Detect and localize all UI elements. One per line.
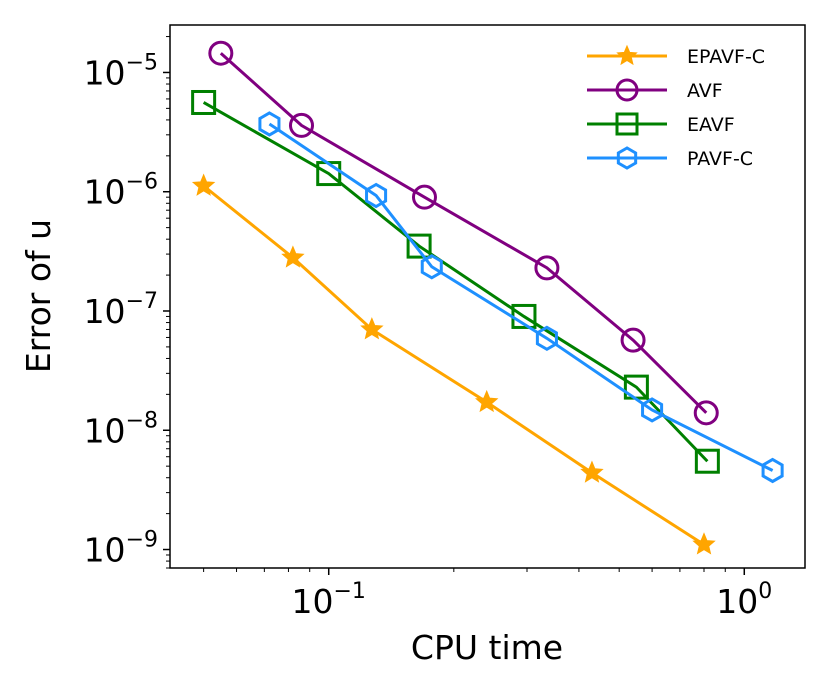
y-axis-title: Error of u: [19, 219, 58, 373]
y-tick-label: 10−5: [84, 50, 158, 92]
series-line-pavf-c: [268, 122, 774, 472]
legend: EPAVF-C AVF EAVF PAVF-C: [587, 44, 765, 170]
y-tick-label-base: 10: [84, 53, 126, 92]
legend-marker-pavf-c: [616, 146, 638, 170]
data-point-eavf: [694, 448, 720, 474]
x-axis-title: CPU time: [411, 628, 563, 667]
data-point-pavf-c: [535, 325, 558, 352]
legend-item-epavf-c: EPAVF-C: [587, 44, 765, 68]
y-tick-label-exponent: −7: [126, 289, 158, 314]
legend-item-pavf-c: PAVF-C: [587, 146, 753, 170]
data-point-avf: [534, 255, 560, 281]
y-tick-label: 10−6: [84, 170, 158, 212]
data-point-pavf-c: [641, 397, 664, 423]
x-tick-label: 100: [716, 579, 772, 621]
legend-item-eavf: EAVF: [587, 112, 735, 136]
series-avf: [208, 40, 719, 426]
y-tick-label-exponent: −9: [126, 528, 158, 553]
legend-marker-eavf: [615, 112, 639, 136]
series-pavf-c: [258, 111, 784, 484]
y-tick-label-exponent: −5: [126, 50, 158, 75]
data-point-epavf-c: [281, 245, 305, 268]
data-point-pavf-c: [420, 254, 443, 280]
legend-label-eavf: EAVF: [687, 114, 735, 136]
series-layer: [191, 40, 784, 555]
y-tick-label-base: 10: [84, 173, 126, 212]
y-tick-label-exponent: −8: [126, 408, 158, 433]
data-point-avf: [693, 400, 719, 426]
data-point-epavf-c: [692, 532, 716, 555]
legend-label-pavf-c: PAVF-C: [687, 148, 753, 170]
plot-area: [169, 24, 806, 569]
data-point-pavf-c: [258, 111, 281, 137]
legend-marker-avf: [615, 78, 639, 102]
data-point-avf: [620, 327, 646, 353]
y-axis-ticks: 10−510−610−710−810−9: [84, 36, 170, 570]
x-tick-label-base: 10: [716, 582, 758, 621]
y-tick-label: 10−8: [84, 408, 158, 450]
data-point-epavf-c: [191, 173, 216, 196]
y-tick-label-base: 10: [84, 411, 126, 450]
x-axis-ticks: 10−1 100: [203, 568, 772, 621]
series-epavf-c: [191, 173, 716, 555]
x-tick-label: 10−1: [292, 579, 366, 621]
data-point-pavf-c: [365, 182, 388, 209]
y-tick-label-base: 10: [84, 531, 126, 570]
data-point-avf: [411, 184, 437, 210]
data-point-pavf-c: [761, 457, 784, 484]
x-tick-label-exponent: 0: [758, 579, 772, 604]
y-tick-label: 10−9: [84, 528, 158, 570]
series-line-epavf-c: [202, 184, 705, 546]
y-tick-label: 10−7: [84, 289, 158, 331]
x-tick-label-base: 10: [292, 582, 334, 621]
y-tick-label-base: 10: [84, 292, 126, 331]
legend-marker-epavf-c: [616, 44, 638, 66]
x-tick-label-exponent: −1: [334, 579, 366, 604]
legend-label-epavf-c: EPAVF-C: [687, 46, 765, 68]
legend-item-avf: AVF: [587, 78, 723, 102]
data-point-avf: [289, 112, 315, 138]
legend-label-avf: AVF: [687, 80, 723, 102]
data-point-epavf-c: [360, 317, 384, 340]
data-point-eavf: [406, 233, 432, 259]
series-line-avf: [219, 52, 708, 414]
data-point-epavf-c: [580, 460, 604, 483]
data-point-avf: [208, 40, 234, 66]
data-point-epavf-c: [475, 389, 499, 413]
y-tick-label-exponent: −6: [126, 170, 158, 195]
data-point-eavf: [191, 89, 217, 115]
